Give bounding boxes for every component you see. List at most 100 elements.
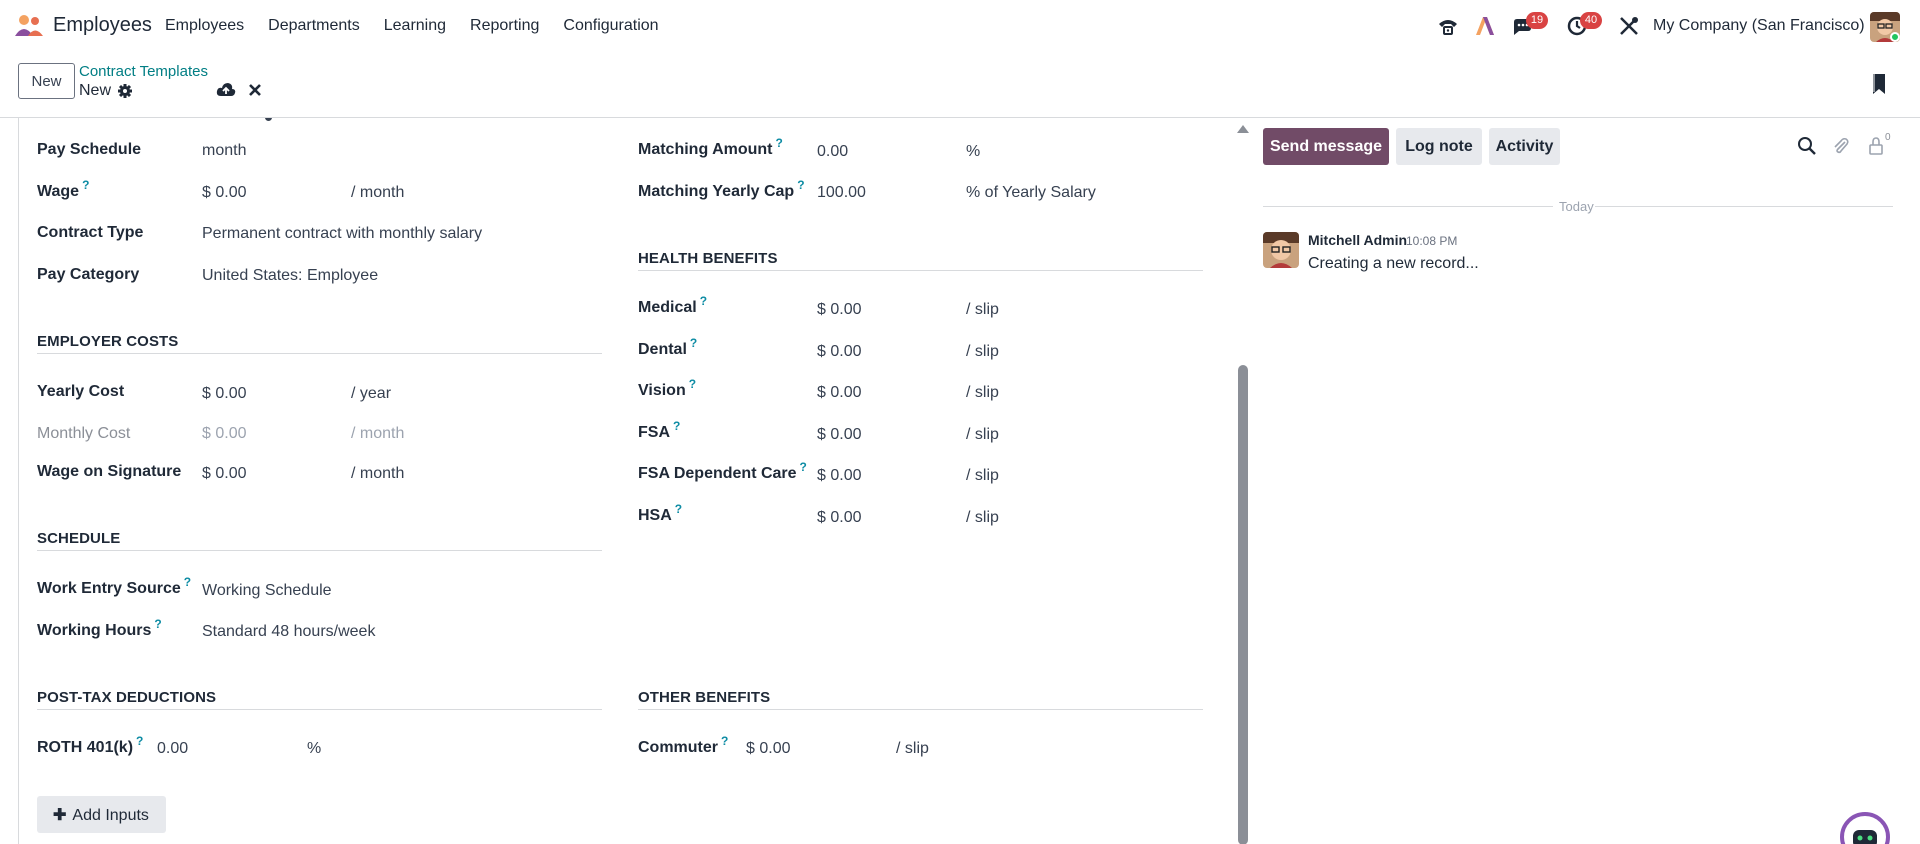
matching-yearly-cap-label: Matching Yearly Cap?	[638, 178, 805, 200]
yearly-cost-field[interactable]: $ 0.00	[202, 385, 247, 402]
scrollbar-thumb[interactable]	[1238, 365, 1248, 844]
company-switcher[interactable]: My Company (San Francisco)	[1653, 17, 1865, 34]
contract-type-label: Contract Type	[37, 224, 144, 241]
cut-off-previous-field	[37, 118, 277, 124]
message-timestamp: 10:08 PM	[1406, 234, 1458, 248]
pay-schedule-field[interactable]: month	[202, 142, 247, 159]
followers-count: 0	[1885, 132, 1891, 143]
phone-icon[interactable]	[1436, 14, 1460, 38]
vision-field[interactable]: $ 0.00	[817, 384, 862, 401]
ai-assistant-icon[interactable]	[1473, 14, 1497, 38]
commuter-label: Commuter?	[638, 734, 729, 756]
menu-departments[interactable]: Departments	[268, 17, 360, 34]
medical-field[interactable]: $ 0.00	[817, 301, 862, 318]
lock-follower-icon[interactable]	[1866, 136, 1886, 156]
matching-amount-field[interactable]: 0.00	[817, 143, 849, 160]
date-divider	[1595, 206, 1893, 207]
add-inputs-button[interactable]: ✚ Add Inputs	[37, 796, 166, 833]
help-tooltip-icon[interactable]: ?	[721, 734, 729, 748]
fsa-dependent-care-label: FSA Dependent Care?	[638, 460, 807, 482]
commuter-field[interactable]: $ 0.00	[746, 740, 791, 757]
fsa-dependent-care-field[interactable]: $ 0.00	[817, 467, 862, 484]
post-tax-deductions-section-title: POST-TAX DEDUCTIONS	[37, 689, 217, 706]
hsa-unit: / slip	[966, 509, 999, 526]
help-tooltip-icon[interactable]: ?	[673, 419, 681, 433]
pay-category-field[interactable]: United States: Employee	[202, 267, 379, 284]
dental-label: Dental?	[638, 336, 698, 358]
breadcrumb-current: New	[79, 82, 112, 99]
debug-tools-icon[interactable]	[1617, 14, 1641, 38]
help-tooltip-icon[interactable]: ?	[183, 575, 192, 589]
matching-amount-label: Matching Amount?	[638, 136, 783, 158]
save-cloud-icon[interactable]	[216, 81, 236, 99]
matching-yearly-cap-field[interactable]: 100.00	[817, 184, 866, 201]
help-tooltip-icon[interactable]: ?	[689, 336, 698, 350]
help-tooltip-icon[interactable]: ?	[775, 136, 783, 150]
vision-unit: / slip	[966, 384, 999, 401]
help-tooltip-icon[interactable]: ?	[82, 178, 90, 192]
help-tooltip-icon[interactable]: ?	[797, 178, 805, 192]
work-entry-source-label: Work Entry Source?	[37, 575, 192, 597]
wage-on-signature-field[interactable]: $ 0.00	[202, 465, 247, 482]
fsa-unit: / slip	[966, 426, 999, 443]
dental-field[interactable]: $ 0.00	[817, 343, 862, 360]
discard-close-icon[interactable]	[248, 83, 262, 97]
section-divider	[37, 709, 602, 710]
commuter-unit: / slip	[896, 740, 929, 757]
work-entry-source-field[interactable]: Working Schedule	[202, 582, 332, 599]
app-name[interactable]: Employees	[53, 14, 152, 36]
new-button[interactable]: New	[18, 63, 75, 99]
yearly-cost-label: Yearly Cost	[37, 383, 125, 400]
help-tooltip-icon[interactable]: ?	[699, 294, 708, 308]
roth-401k-unit: %	[307, 740, 322, 757]
fsa-label: FSA?	[638, 419, 681, 441]
bookmark-icon[interactable]	[1871, 73, 1887, 95]
wage-field[interactable]: $ 0.00	[202, 184, 247, 201]
wage-on-signature-label: Wage on Signature	[37, 463, 182, 480]
search-icon[interactable]	[1797, 136, 1817, 156]
yearly-cost-unit: / year	[351, 385, 392, 402]
working-hours-label: Working Hours?	[37, 617, 162, 639]
help-tooltip-icon[interactable]: ?	[136, 734, 144, 748]
paperclip-icon[interactable]	[1831, 136, 1851, 156]
fsa-field[interactable]: $ 0.00	[817, 426, 862, 443]
hsa-field[interactable]: $ 0.00	[817, 509, 862, 526]
section-divider	[638, 270, 1203, 271]
other-benefits-section-title: OTHER BENEFITS	[638, 689, 771, 706]
gear-icon[interactable]	[117, 83, 133, 99]
menu-learning[interactable]: Learning	[383, 17, 447, 34]
help-tooltip-icon[interactable]: ?	[799, 460, 807, 474]
log-note-button[interactable]: Log note	[1396, 128, 1482, 165]
message-author[interactable]: Mitchell Admin	[1308, 232, 1408, 248]
monthly-cost-value: $ 0.00	[202, 425, 247, 442]
send-message-button[interactable]: Send message	[1263, 128, 1389, 165]
roth-401k-field[interactable]: 0.00	[157, 740, 189, 757]
help-tooltip-icon[interactable]: ?	[674, 502, 683, 516]
help-tooltip-icon[interactable]: ?	[688, 377, 697, 391]
menu-reporting[interactable]: Reporting	[470, 17, 540, 34]
message-author-avatar[interactable]	[1263, 232, 1299, 268]
section-divider	[638, 709, 1203, 710]
form-view	[0, 118, 1220, 844]
help-tooltip-icon[interactable]: ?	[154, 617, 162, 631]
scroll-up-arrow-icon[interactable]	[1237, 125, 1249, 133]
plus-icon: ✚	[53, 806, 67, 824]
hsa-label: HSA?	[638, 502, 683, 524]
control-panel: New Contract Templates New	[0, 55, 1920, 118]
working-hours-field[interactable]: Standard 48 hours/week	[202, 623, 376, 640]
wage-label: Wage?	[37, 178, 90, 200]
employees-app-icon[interactable]	[14, 14, 44, 38]
online-status-icon	[1890, 32, 1900, 42]
breadcrumb-contract-templates[interactable]: Contract Templates	[79, 63, 208, 80]
contract-type-field[interactable]: Permanent contract with monthly salary	[202, 225, 483, 242]
health-benefits-section-title: HEALTH BENEFITS	[638, 250, 778, 267]
section-divider	[37, 550, 602, 551]
monthly-cost-unit: / month	[351, 425, 405, 442]
medical-label: Medical?	[638, 294, 708, 316]
fsa-dependent-care-unit: / slip	[966, 467, 999, 484]
roth-401k-label: ROTH 401(k)?	[37, 734, 144, 756]
menu-configuration[interactable]: Configuration	[563, 17, 659, 34]
activity-button[interactable]: Activity	[1489, 128, 1560, 165]
chatter-panel	[1252, 118, 1920, 844]
menu-employees[interactable]: Employees	[165, 17, 245, 34]
